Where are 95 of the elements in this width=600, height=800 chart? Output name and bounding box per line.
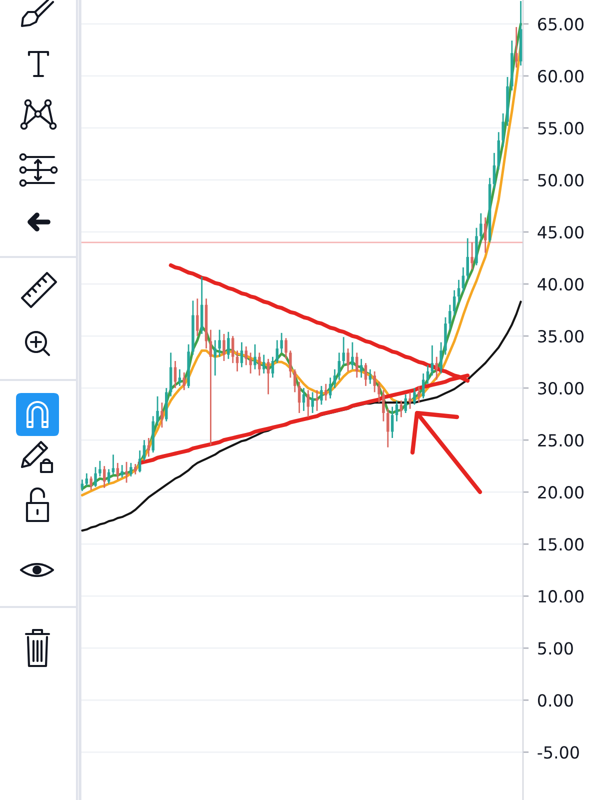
candlestick	[448, 304, 452, 330]
candlestick	[218, 329, 221, 358]
candlestick	[346, 348, 350, 372]
candlestick	[125, 461, 128, 484]
candlestick	[258, 352, 261, 376]
candlestick	[254, 344, 256, 370]
candlestick	[333, 368, 336, 389]
candlestick	[249, 352, 252, 374]
candlestick	[480, 212, 482, 242]
candlestick	[395, 400, 398, 422]
candlestick	[134, 463, 137, 476]
candlestick	[266, 358, 270, 395]
candlestick	[160, 402, 164, 428]
y-tick-label: 20.00	[538, 486, 584, 499]
candlestick	[390, 406, 394, 439]
candlestick	[386, 408, 390, 448]
candlestick	[284, 337, 288, 360]
candlestick	[328, 376, 332, 400]
candlestick	[174, 360, 177, 389]
candlestick	[276, 339, 279, 364]
candlestick	[138, 450, 142, 473]
y-tick-label: 55.00	[538, 122, 584, 135]
candlestick	[452, 290, 456, 316]
candlestick	[289, 350, 292, 378]
candlestick	[378, 381, 380, 404]
candlestick	[116, 462, 120, 480]
candlestick	[156, 396, 159, 426]
candlestick	[196, 298, 199, 337]
y-tick-label: 0.00	[538, 694, 573, 707]
candlestick	[182, 372, 186, 391]
candlestick	[80, 478, 84, 492]
candlestick	[209, 329, 212, 446]
candlestick	[316, 389, 318, 412]
candlestick	[430, 344, 434, 376]
candlestick	[324, 383, 328, 402]
y-tick-label: -5.00	[538, 746, 579, 759]
candlestick	[413, 387, 416, 406]
candlestick	[311, 392, 314, 414]
candlestick	[466, 238, 469, 281]
y-tick-label: 40.00	[538, 278, 584, 291]
candlestick	[240, 342, 244, 368]
candlestick	[400, 400, 403, 418]
candlestick	[470, 242, 474, 270]
candlestick	[502, 112, 504, 148]
candlestick	[440, 342, 442, 374]
candlestick	[484, 216, 487, 254]
candlestick	[356, 352, 358, 378]
candlestick	[342, 336, 345, 366]
y-tick-label: 35.00	[538, 330, 584, 343]
candlestick	[293, 368, 296, 393]
candlestick	[178, 368, 182, 387]
candlestick	[271, 356, 274, 378]
candlestick	[280, 332, 283, 354]
candlestick	[351, 342, 354, 370]
candlestick	[382, 389, 385, 422]
y-tick-label: 15.00	[538, 538, 584, 551]
candlestick	[90, 476, 92, 491]
candlestick	[457, 279, 460, 304]
y-tick-label: 10.00	[538, 590, 584, 603]
candlestick	[306, 389, 310, 418]
candlestick	[514, 26, 518, 68]
candlestick	[408, 392, 412, 410]
candlestick	[112, 454, 115, 476]
candlestick	[298, 381, 301, 414]
candlestick	[338, 352, 341, 380]
candlestick	[360, 358, 363, 378]
y-tick-label: 25.00	[538, 434, 584, 447]
candlestick	[227, 331, 230, 360]
candlestick	[462, 266, 465, 294]
candlestick	[364, 362, 368, 387]
candlestick	[142, 439, 146, 462]
candlestick	[435, 356, 438, 380]
y-tick-label: 45.00	[538, 226, 584, 239]
line-series	[81, 300, 522, 532]
candlestick	[244, 346, 248, 366]
y-tick-label: 30.00	[538, 382, 584, 395]
candlestick	[120, 464, 124, 478]
candlestick	[130, 462, 132, 478]
y-tick-label: 50.00	[538, 174, 584, 187]
y-tick-label: 65.00	[538, 18, 584, 30]
candlestick	[222, 333, 226, 362]
candlestick	[422, 372, 425, 400]
candlestick	[98, 460, 102, 478]
candlestick	[94, 466, 97, 488]
candlestick	[404, 394, 407, 414]
candlestick	[373, 370, 376, 393]
y-tick-label: 60.00	[538, 70, 584, 83]
candlestick	[231, 335, 234, 364]
candlestick	[214, 339, 216, 376]
candlestick	[262, 354, 266, 374]
y-tick-label: 5.00	[538, 642, 573, 655]
candlestick	[418, 385, 420, 404]
candlestick	[102, 465, 106, 489]
candlestick	[492, 152, 496, 189]
candlestick	[320, 385, 323, 406]
